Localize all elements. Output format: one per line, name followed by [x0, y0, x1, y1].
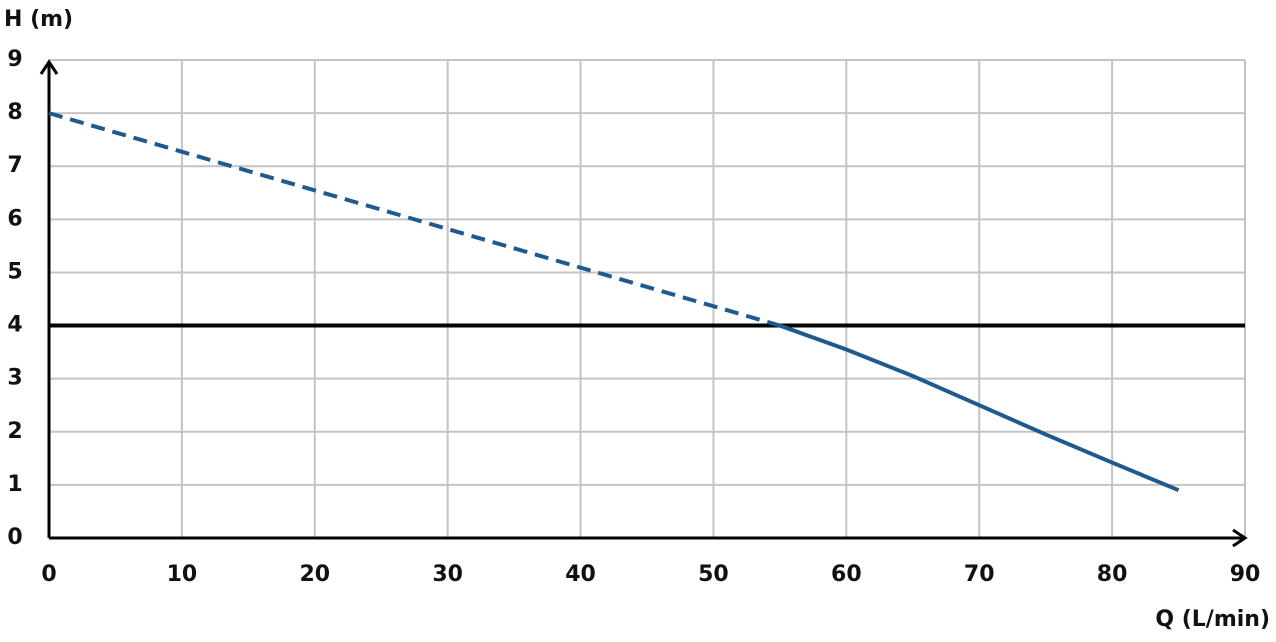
x-tick-label: 90	[1230, 562, 1261, 587]
x-tick-label: 80	[1097, 562, 1128, 587]
y-tick-label: 3	[7, 366, 22, 391]
x-tick-label: 60	[831, 562, 862, 587]
y-tick-label: 4	[7, 313, 22, 338]
x-tick-label: 30	[432, 562, 463, 587]
curve	[779, 323, 1180, 493]
y-tick-label: 8	[7, 100, 22, 125]
y-tick-label: 2	[7, 419, 22, 444]
y-axis-label: H (m)	[4, 7, 73, 32]
x-tick-label: 50	[698, 562, 729, 587]
curve	[48, 111, 781, 328]
x-tick-label: 20	[299, 562, 330, 587]
x-tick-label: 40	[565, 562, 596, 587]
y-tick-label: 5	[7, 259, 22, 284]
x-axis-arrow	[1232, 528, 1248, 548]
y-tick-label: 9	[7, 47, 22, 72]
x-tick-label: 10	[167, 562, 198, 587]
y-tick-label: 6	[7, 206, 22, 231]
x-axis-label: Q (L/min)	[1155, 607, 1270, 632]
y-axis-arrow	[39, 59, 59, 75]
y-tick-label: 7	[7, 153, 22, 178]
x-tick-label: 0	[41, 562, 56, 587]
y-tick-label: 0	[7, 525, 22, 550]
y-tick-label: 1	[7, 472, 22, 497]
x-tick-label: 70	[964, 562, 995, 587]
